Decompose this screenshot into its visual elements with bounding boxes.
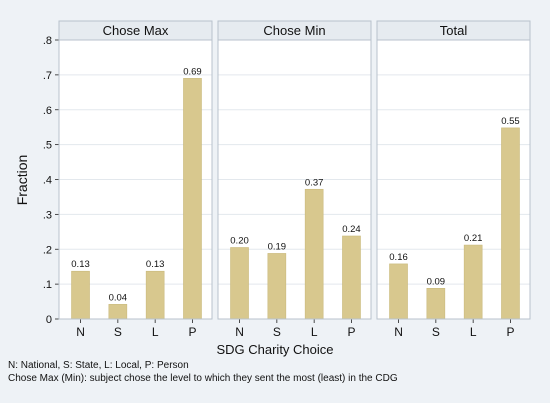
y-tick-label: .7 xyxy=(43,70,52,82)
bar xyxy=(304,188,324,320)
x-tick-label: S xyxy=(114,325,122,339)
bar xyxy=(145,270,165,320)
bar-value-label: 0.16 xyxy=(389,252,408,263)
x-tick-label: S xyxy=(432,325,440,339)
bar xyxy=(389,263,408,320)
bar-value-label: 0.13 xyxy=(71,259,90,270)
y-tick-label: .5 xyxy=(43,140,52,152)
bar-value-label: 0.09 xyxy=(427,276,446,287)
panel-frame xyxy=(58,39,213,320)
bar xyxy=(342,235,361,320)
y-tick-label: .6 xyxy=(43,105,52,117)
x-axis-label: SDG Charity Choice xyxy=(216,342,333,357)
bar-value-label: 0.55 xyxy=(501,116,520,127)
y-tick-label: .3 xyxy=(43,209,52,221)
bar xyxy=(501,127,520,320)
y-tick-label: .8 xyxy=(43,35,52,47)
bar xyxy=(463,244,483,320)
y-tick-label: .1 xyxy=(43,279,52,291)
bar xyxy=(230,247,249,320)
x-tick-label: L xyxy=(470,325,477,339)
panel-frame xyxy=(217,39,372,320)
note-line-1: N: National, S: State, L: Local, P: Pers… xyxy=(8,360,189,371)
bar-value-label: 0.37 xyxy=(305,177,324,188)
panel-title: Total xyxy=(440,23,468,38)
x-tick-label: P xyxy=(347,325,355,339)
x-tick-label: N xyxy=(394,325,403,339)
y-tick-label: 0 xyxy=(46,314,52,326)
bar xyxy=(108,304,128,320)
y-tick-label: .4 xyxy=(43,175,52,187)
x-tick-label: L xyxy=(311,325,318,339)
bar-value-label: 0.19 xyxy=(268,241,287,252)
x-tick-label: N xyxy=(235,325,244,339)
panel-title: Chose Max xyxy=(103,23,169,38)
bar xyxy=(71,270,90,320)
x-tick-label: S xyxy=(273,325,281,339)
y-axis-label: Fraction xyxy=(14,155,30,206)
panel-title: Chose Min xyxy=(263,23,325,38)
bar-value-label: 0.69 xyxy=(183,66,202,77)
x-tick-label: L xyxy=(152,325,159,339)
bar-value-label: 0.04 xyxy=(109,292,128,303)
y-tick-label: .2 xyxy=(43,244,52,256)
x-tick-label: P xyxy=(188,325,196,339)
note-line-2: Chose Max (Min): subject chose the level… xyxy=(8,373,398,384)
x-tick-label: P xyxy=(506,325,514,339)
bar-value-label: 0.20 xyxy=(230,236,249,247)
bar xyxy=(426,288,446,320)
bar-value-label: 0.13 xyxy=(146,259,165,270)
bar xyxy=(183,78,202,320)
bar xyxy=(267,253,287,320)
x-tick-label: N xyxy=(76,325,85,339)
plot-area: 0 .1 .2 .3 .4 .5 .6 .7 .8 Chose Max 0.13 N 0.04 S 0.13… xyxy=(43,20,531,339)
bar-value-label: 0.21 xyxy=(464,233,483,244)
panel-frame xyxy=(376,39,531,320)
bar-value-label: 0.24 xyxy=(342,224,361,235)
